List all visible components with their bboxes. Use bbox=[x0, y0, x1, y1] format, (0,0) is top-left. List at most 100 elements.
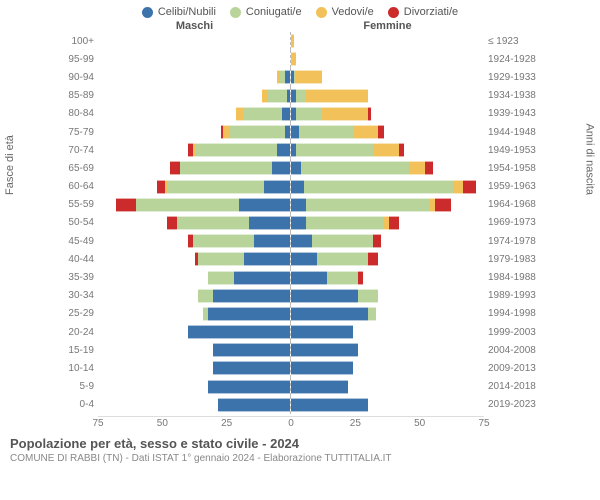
legend-item: Vedovi/e bbox=[316, 6, 374, 18]
bar-segment bbox=[218, 398, 290, 412]
chart-footer: Popolazione per età, sesso e stato civil… bbox=[0, 430, 600, 464]
female-header: Femmine bbox=[363, 20, 411, 32]
age-row: 95-991924-1928 bbox=[58, 50, 542, 68]
age-row: 45-49 1974-1978 bbox=[58, 232, 542, 250]
age-label: 45-49 bbox=[58, 236, 98, 247]
bar-segment bbox=[368, 252, 378, 266]
bar-segment bbox=[244, 252, 290, 266]
bar-segment bbox=[136, 198, 238, 212]
bar-segment bbox=[322, 107, 368, 121]
x-axis-ticks: 7550250255075 bbox=[98, 416, 484, 430]
x-tick: 0 bbox=[288, 418, 294, 429]
age-row: 50-54 1969-1973 bbox=[58, 214, 542, 232]
bar-segment bbox=[195, 143, 277, 157]
pyramid-chart: Maschi Femmine Fasce di età Anni di nasc… bbox=[0, 20, 600, 430]
age-label: 25-29 bbox=[58, 308, 98, 319]
bar-segment bbox=[409, 161, 424, 175]
bar-segment bbox=[399, 143, 404, 157]
bar-segment bbox=[170, 161, 180, 175]
x-tick: 75 bbox=[478, 418, 489, 429]
legend-item: Divorziati/e bbox=[388, 6, 458, 18]
age-label: 50-54 bbox=[58, 217, 98, 228]
bar-segment bbox=[463, 180, 476, 194]
bar-segment bbox=[291, 380, 348, 394]
bar-segment bbox=[157, 180, 165, 194]
bar-segment bbox=[291, 343, 358, 357]
bar-segment bbox=[435, 198, 450, 212]
birth-year-label: 2004-2008 bbox=[484, 345, 542, 356]
legend-swatch bbox=[142, 7, 153, 18]
bar-segment bbox=[425, 161, 433, 175]
bar-segment bbox=[373, 234, 381, 248]
age-label: 35-39 bbox=[58, 272, 98, 283]
row-bars bbox=[98, 396, 484, 414]
legend-label: Coniugati/e bbox=[246, 6, 302, 18]
row-bars bbox=[98, 268, 484, 286]
row-bars bbox=[98, 287, 484, 305]
birth-year-label: 1994-1998 bbox=[484, 308, 542, 319]
bar-segment bbox=[291, 252, 317, 266]
bar-segment bbox=[378, 125, 383, 139]
birth-year-label: 1954-1958 bbox=[484, 163, 542, 174]
birth-year-label: 2014-2018 bbox=[484, 381, 542, 392]
row-bars bbox=[98, 68, 484, 86]
row-bars bbox=[98, 196, 484, 214]
bar-segment bbox=[358, 289, 379, 303]
legend-swatch bbox=[230, 7, 241, 18]
bar-segment bbox=[306, 216, 383, 230]
y-axis-label-left: Fasce di età bbox=[4, 135, 16, 195]
age-row: 60-641959-1963 bbox=[58, 178, 542, 196]
bar-segment bbox=[229, 125, 285, 139]
age-row: 15-192004-2008 bbox=[58, 341, 542, 359]
birth-year-label: 1929-1933 bbox=[484, 72, 542, 83]
age-label: 55-59 bbox=[58, 199, 98, 210]
age-row: 100+≤ 1923 bbox=[58, 32, 542, 50]
bar-segment bbox=[358, 271, 363, 285]
bar-segment bbox=[368, 107, 371, 121]
bar-segment bbox=[296, 143, 373, 157]
bar-segment bbox=[291, 398, 368, 412]
chart-rows: 100+≤ 192395-991924-192890-941929-193385… bbox=[0, 32, 600, 414]
age-label: 95-99 bbox=[58, 54, 98, 65]
bar-segment bbox=[282, 107, 290, 121]
chart-subtitle: COMUNE DI RABBI (TN) - Dati ISTAT 1° gen… bbox=[10, 453, 590, 464]
age-label: 70-74 bbox=[58, 145, 98, 156]
row-bars bbox=[98, 250, 484, 268]
row-bars bbox=[98, 378, 484, 396]
bar-segment bbox=[177, 216, 249, 230]
y-axis-label-right: Anni di nascita bbox=[584, 123, 596, 195]
birth-year-label: 1939-1943 bbox=[484, 108, 542, 119]
bar-segment bbox=[291, 271, 327, 285]
legend-label: Celibi/Nubili bbox=[158, 6, 216, 18]
age-label: 100+ bbox=[58, 36, 98, 47]
male-header: Maschi bbox=[176, 20, 213, 32]
age-label: 90-94 bbox=[58, 72, 98, 83]
bar-segment bbox=[296, 107, 322, 121]
age-row: 75-791944-1948 bbox=[58, 123, 542, 141]
birth-year-label: 1964-1968 bbox=[484, 199, 542, 210]
age-label: 10-14 bbox=[58, 363, 98, 374]
row-bars bbox=[98, 141, 484, 159]
bar-segment bbox=[291, 34, 294, 48]
bar-segment bbox=[167, 180, 264, 194]
bar-segment bbox=[301, 161, 409, 175]
birth-year-label: 1959-1963 bbox=[484, 181, 542, 192]
bar-segment bbox=[291, 161, 301, 175]
bar-segment bbox=[291, 325, 353, 339]
birth-year-label: 2019-2023 bbox=[484, 399, 542, 410]
bar-segment bbox=[264, 180, 290, 194]
birth-year-label: 1969-1973 bbox=[484, 217, 542, 228]
bar-segment bbox=[213, 361, 290, 375]
legend-swatch bbox=[388, 7, 399, 18]
bar-segment bbox=[267, 89, 287, 103]
age-row: 10-142009-2013 bbox=[58, 359, 542, 377]
age-row: 70-741949-1953 bbox=[58, 141, 542, 159]
legend-swatch bbox=[316, 7, 327, 18]
bar-segment bbox=[208, 307, 290, 321]
age-label: 30-34 bbox=[58, 290, 98, 301]
birth-year-label: 1974-1978 bbox=[484, 236, 542, 247]
bar-segment bbox=[306, 198, 430, 212]
bar-segment bbox=[236, 107, 244, 121]
chart-title: Popolazione per età, sesso e stato civil… bbox=[10, 436, 590, 451]
age-row: 5-92014-2018 bbox=[58, 378, 542, 396]
